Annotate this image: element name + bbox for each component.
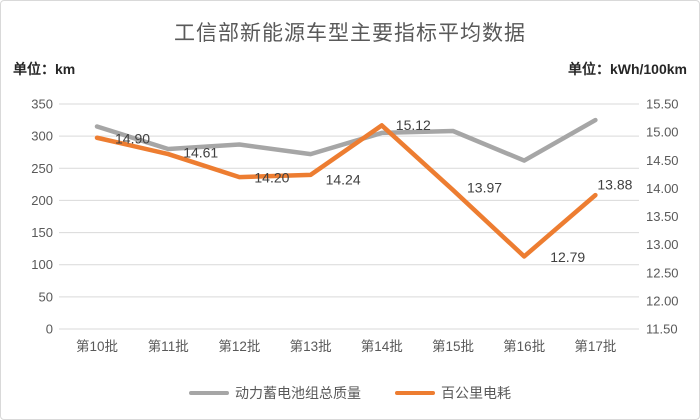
right-axis-tick-label: 11.50 — [646, 322, 678, 337]
x-axis-label: 第13批 — [290, 338, 332, 354]
x-axis-label: 第14批 — [361, 338, 403, 354]
right-axis-unit-label: 单位：kWh/100km — [567, 61, 687, 77]
left-axis-tick-label: 0 — [46, 322, 53, 337]
right-axis-tick-label: 14.50 — [646, 153, 679, 168]
data-label: 12.79 — [550, 249, 585, 265]
x-axis-label: 第16批 — [503, 338, 545, 354]
battery-mass-legend-swatch — [189, 390, 229, 396]
legend-item-power-consumption: 百公里电耗 — [395, 383, 511, 403]
chart-legend: 动力蓄电池组总质量 百公里电耗 — [1, 383, 699, 403]
x-axis-label: 第12批 — [218, 338, 260, 354]
right-axis-tick-label: 12.00 — [646, 293, 679, 308]
legend-label: 动力蓄电池组总质量 — [235, 385, 361, 401]
legend-item-battery-mass: 动力蓄电池组总质量 — [189, 383, 361, 403]
left-axis-unit-label: 单位：km — [13, 61, 76, 77]
x-axis-label: 第17批 — [574, 338, 616, 354]
right-axis-tick-label: 15.50 — [646, 97, 679, 112]
left-axis-tick-label: 350 — [31, 97, 53, 112]
right-axis-tick-label: 13.00 — [646, 237, 679, 252]
right-axis-tick-label: 14.00 — [646, 181, 679, 196]
left-axis-tick-label: 200 — [31, 193, 53, 208]
data-label: 13.97 — [467, 180, 502, 196]
left-axis-tick-label: 250 — [31, 161, 53, 176]
right-axis-tick-label: 12.50 — [646, 265, 679, 280]
x-axis-label: 第10批 — [76, 338, 118, 354]
left-axis-tick-label: 100 — [31, 257, 53, 272]
left-axis-tick-label: 300 — [31, 129, 53, 144]
left-axis-tick-label: 50 — [39, 289, 53, 304]
data-label: 14.90 — [115, 130, 150, 146]
battery-mass-line — [94, 117, 598, 163]
data-label: 14.24 — [326, 171, 361, 187]
chart-title: 工信部新能源车型主要指标平均数据 — [174, 22, 526, 45]
data-label: 14.61 — [183, 145, 218, 161]
data-label: 15.12 — [396, 117, 431, 133]
right-axis-tick-label: 15.00 — [646, 125, 679, 140]
data-label: 14.20 — [254, 170, 289, 186]
x-axis-label: 第11批 — [148, 338, 189, 354]
power-consumption-legend-swatch — [395, 390, 435, 396]
x-axis-label: 第15批 — [432, 338, 474, 354]
data-label: 13.88 — [597, 177, 632, 193]
legend-label: 百公里电耗 — [441, 385, 511, 401]
power-consumption-line — [94, 123, 598, 259]
left-axis-tick-label: 150 — [31, 225, 53, 240]
right-axis-tick-label: 13.50 — [646, 209, 679, 224]
